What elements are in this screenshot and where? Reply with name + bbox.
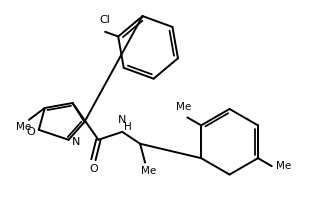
Text: Me: Me [176,103,191,113]
Text: Me: Me [276,161,291,171]
Text: O: O [26,127,35,137]
Text: Me: Me [142,166,157,175]
Text: H: H [124,122,132,132]
Text: O: O [89,163,98,174]
Text: N: N [118,115,126,125]
Text: Me: Me [16,122,31,132]
Text: Cl: Cl [100,15,110,25]
Text: N: N [72,137,81,147]
